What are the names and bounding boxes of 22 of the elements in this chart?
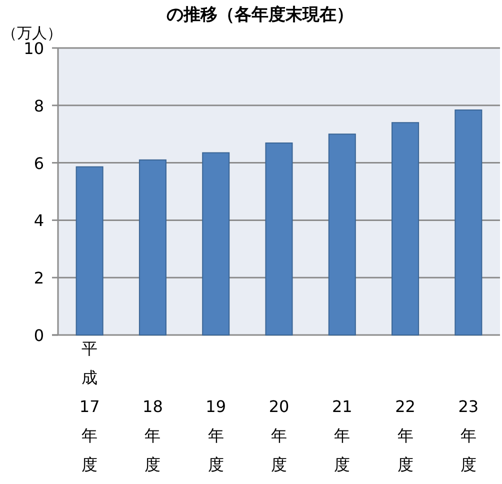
- bar: [328, 134, 356, 336]
- bar: [454, 109, 482, 336]
- y-tick-label: 0: [34, 326, 44, 345]
- bar: [138, 159, 166, 336]
- x-tick-label: 20年度: [268, 397, 290, 474]
- y-tick-label: 8: [34, 96, 44, 116]
- bar: [202, 152, 230, 336]
- bar: [76, 166, 104, 336]
- y-tick-label: 4: [34, 211, 44, 230]
- x-tick-label: 平成17年度: [79, 339, 100, 474]
- y-tick-label: 6: [34, 154, 44, 173]
- x-tick-label: 23年度: [458, 397, 479, 474]
- x-tick-label: 19年度: [206, 397, 226, 474]
- chart-title: の推移（各年度末現在）: [166, 5, 354, 25]
- bar: [392, 122, 420, 336]
- y-axis-title: （万人）: [2, 24, 62, 42]
- bar: [265, 142, 293, 336]
- x-tick-label: 18年度: [142, 397, 163, 474]
- x-tick-label: 22年度: [395, 397, 416, 474]
- x-tick-label: 21年度: [332, 397, 352, 474]
- y-tick-label: 10: [24, 39, 44, 58]
- y-tick-label: 2: [34, 268, 44, 288]
